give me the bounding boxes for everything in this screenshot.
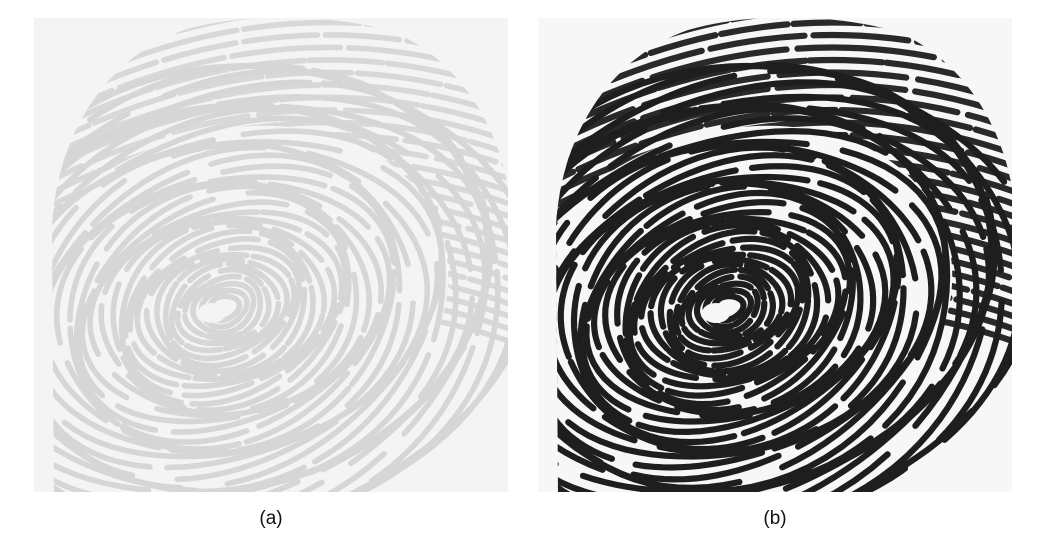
fingerprint-ridge	[127, 228, 316, 383]
fingerprint-image-enhanced	[538, 18, 1012, 492]
fingerprint-ridge	[168, 261, 282, 354]
fingerprint-ridge	[134, 236, 307, 379]
fingerprint-ridge	[154, 252, 297, 369]
fingerprint-ridge	[685, 273, 768, 342]
fingerprint-original-svg	[34, 18, 508, 492]
fingerprint-image-original	[34, 18, 508, 492]
fingerprint-ridge	[110, 216, 345, 407]
fingerprint-ridge	[52, 67, 501, 492]
caption-a: (a)	[259, 508, 283, 529]
fingerprint-ridge	[631, 227, 821, 383]
fingerprint-ridge	[162, 256, 290, 362]
fingerprint-ridge	[556, 138, 949, 492]
fingerprint-ridge	[602, 208, 854, 414]
fingerprint-ridge	[98, 209, 349, 413]
fingerprint-ridge	[638, 235, 812, 379]
fingerprint-ridge	[577, 180, 889, 436]
fingerprint-ridge	[657, 251, 802, 369]
fingerprint-ridge	[52, 93, 493, 492]
fingerprint-ridge	[666, 256, 795, 362]
fingerprint-ridge	[143, 244, 303, 375]
fingerprint-ridge	[52, 107, 508, 204]
fingerprint-ridge	[67, 179, 393, 445]
fingerprint-ridge	[678, 266, 777, 347]
fingerprint-ridge	[693, 280, 761, 337]
fingerprint-ridge	[182, 273, 264, 341]
fingerprint-ridge	[556, 93, 997, 492]
fingerprint-ridge	[52, 115, 446, 492]
fingerprint-ridge	[579, 183, 877, 425]
fingerprint-ridge	[556, 62, 1012, 492]
fingerprint-ridge	[556, 106, 1012, 204]
fingerprint-ridge	[52, 63, 508, 492]
fingerprint-ridge	[556, 79, 995, 492]
fingerprint-ridge	[622, 218, 842, 399]
fingerprint-ridge	[118, 218, 338, 399]
fingerprint-ridge	[647, 244, 807, 375]
caption-b: (b)	[763, 508, 787, 529]
fingerprint-ridge	[122, 222, 328, 390]
fingerprint-ridge	[190, 280, 257, 336]
fingerprint-ridge	[672, 260, 786, 354]
fingerprint-ridge	[87, 199, 352, 417]
fingerprint-ridge	[174, 266, 272, 347]
fingerprint-enhanced-svg	[538, 18, 1012, 492]
fingerprint-ridge	[52, 82, 508, 179]
